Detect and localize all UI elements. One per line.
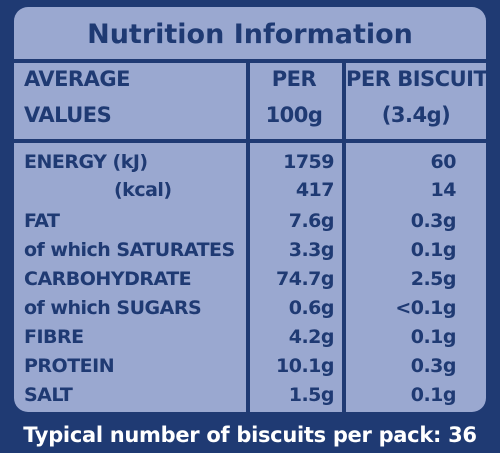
row-label: CARBOHYDRATE xyxy=(24,268,192,290)
header-per: PER xyxy=(271,67,317,91)
nutrition-panel: Nutrition Information AVERAGE VALUES PER… xyxy=(14,7,488,412)
row-per-biscuit: 60 xyxy=(430,151,457,173)
row-per-biscuit: 14 xyxy=(430,179,457,201)
row-label: of which SUGARS xyxy=(24,297,202,319)
row-per100: 4.2g xyxy=(288,326,335,348)
row-per-biscuit: 0.1g xyxy=(410,384,457,406)
row-per100: 7.6g xyxy=(288,210,335,232)
table-top-rule xyxy=(14,59,486,63)
column-divider-2 xyxy=(342,59,346,412)
row-label: FAT xyxy=(24,210,60,232)
row-per-biscuit: 0.3g xyxy=(410,355,457,377)
row-per-biscuit: 0.1g xyxy=(410,239,457,261)
row-per-biscuit: 0.3g xyxy=(410,210,457,232)
header-per-biscuit: PER BISCUIT xyxy=(346,67,488,91)
row-per-biscuit: 0.1g xyxy=(410,326,457,348)
row-per100: 3.3g xyxy=(288,239,335,261)
header-values: VALUES xyxy=(24,103,112,127)
column-divider-1 xyxy=(246,59,250,412)
biscuits-per-pack-note: Typical number of biscuits per pack: 36 xyxy=(23,423,477,447)
row-label: PROTEIN xyxy=(24,355,115,377)
row-per100: 10.1g xyxy=(276,355,334,377)
header-100g: 100g xyxy=(265,103,323,127)
row-per100: 1759 xyxy=(283,151,334,173)
header-biscuit-weight: (3.4g) xyxy=(381,103,451,127)
row-label: SALT xyxy=(24,384,73,406)
row-per100: 1.5g xyxy=(288,384,335,406)
panel-title: Nutrition Information xyxy=(87,19,413,50)
row-per100: 417 xyxy=(295,179,335,201)
row-per-biscuit: 2.5g xyxy=(410,268,457,290)
row-per100: 0.6g xyxy=(288,297,335,319)
row-per100: 74.7g xyxy=(276,268,334,290)
header-divider xyxy=(14,139,486,143)
row-label: ENERGY (kJ) xyxy=(24,151,148,173)
header-average: AVERAGE xyxy=(24,67,130,91)
row-label: FIBRE xyxy=(24,326,84,348)
nutrition-table: AVERAGE VALUES PER 100g PER BISCUIT (3.4… xyxy=(14,59,488,412)
row-label: of which SATURATES xyxy=(24,239,235,261)
row-per-biscuit: <0.1g xyxy=(395,297,456,319)
row-label: (kcal) xyxy=(114,179,172,201)
